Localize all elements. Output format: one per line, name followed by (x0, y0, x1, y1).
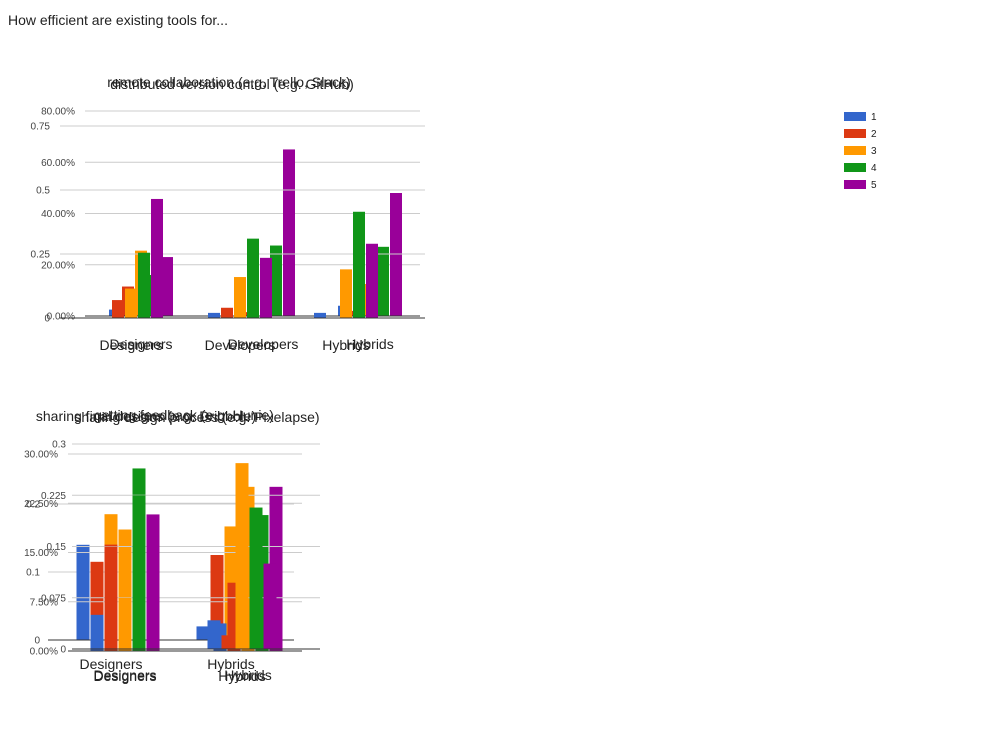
y-tick-label: 0.5 (36, 186, 50, 197)
y-tick-label: 0.00% (47, 312, 75, 323)
page-title: How efficient are existing tools for... (8, 12, 228, 28)
x-category-label: Designers (99, 337, 162, 353)
bar-designers-2 (104, 546, 118, 649)
bar-designers-3 (125, 288, 137, 318)
y-tick-label: 0.225 (41, 491, 66, 502)
legend-label-1: 1 (871, 112, 877, 123)
legend-label-2: 2 (871, 129, 877, 140)
y-tick-label: 0.75 (31, 122, 51, 133)
x-category-label: Hybrids (322, 337, 369, 353)
x-category-label: Designers (79, 656, 142, 672)
legend-swatch-4 (844, 163, 866, 172)
x-category-label: Designers (109, 336, 172, 352)
bar-hybrids-1 (207, 620, 221, 649)
x-category-label: Designers (93, 668, 156, 684)
y-tick-label: 15.00% (24, 548, 58, 559)
bar-designers-1 (76, 544, 90, 640)
chart-remote-collaboration: remote collaboration (e.g. Trello, Slack… (31, 74, 877, 353)
bar-designers-3 (118, 597, 132, 649)
bar-developers-1 (208, 312, 220, 318)
bar-hybrids-3 (235, 463, 249, 649)
bar-hybrids-1 (196, 626, 210, 640)
bar-designers-1 (90, 614, 104, 649)
y-tick-label: 0.1 (26, 568, 40, 579)
legend-swatch-1 (844, 112, 866, 121)
legend-label-5: 5 (871, 180, 877, 191)
y-tick-label: 0.00% (30, 647, 58, 658)
x-category-label: Hybrids (346, 336, 393, 352)
y-tick-label: 40.00% (41, 209, 75, 220)
bar-developers-4 (270, 245, 282, 316)
chart-title: getting feedback (e.g. Hunie) (94, 407, 274, 423)
y-tick-label: 0.25 (31, 250, 51, 261)
x-category-label: Hybrids (207, 656, 254, 672)
y-tick-label: 0 (60, 645, 66, 656)
legend-swatch-5 (844, 180, 866, 189)
y-tick-label: 0 (34, 636, 40, 647)
bar-hybrids-5 (263, 563, 277, 649)
x-category-label: Hybrids (224, 667, 271, 683)
bar-designers-5 (161, 257, 173, 316)
bar-designers-5 (146, 529, 160, 649)
y-tick-label: 30.00% (24, 450, 58, 461)
x-category-label: Designers (93, 667, 156, 683)
chart-title: remote collaboration (e.g. Trello, Slack… (107, 74, 351, 90)
bar-hybrids-2 (221, 635, 235, 649)
bar-hybrids-4 (353, 211, 365, 318)
bar-designers-4 (138, 252, 150, 318)
chart-sharing-final-designs: sharing final designs (e.g. Dribbble) 0.0… (24, 408, 302, 683)
chart-sharing-design-process: sharing design process (e.g. Pixelapse) 0… (41, 409, 320, 684)
legend-label-4: 4 (871, 163, 877, 174)
legend-swatch-3 (844, 146, 866, 155)
chart-title: sharing design process (e.g. Pixelapse) (74, 409, 319, 425)
y-tick-label: 0 (44, 314, 50, 325)
x-category-label: Developers (205, 337, 276, 353)
bar-hybrids-1 (314, 312, 326, 318)
bar-developers-2 (221, 307, 233, 318)
bar-designers-5 (151, 198, 163, 318)
bar-designers-4 (132, 495, 146, 649)
y-tick-label: 20.00% (41, 260, 75, 271)
y-tick-label: 22.50% (24, 499, 58, 510)
x-category-label: Hybrids (218, 668, 265, 684)
bar-hybrids-4 (249, 507, 263, 649)
y-tick-label: 0.075 (41, 593, 66, 604)
bar-developers-5 (260, 257, 272, 318)
chart-title: sharing final designs (e.g. Dribbble) (36, 408, 256, 424)
bar-developers-5 (283, 149, 295, 316)
bar-developers-3 (234, 277, 246, 318)
y-tick-label: 7.50% (30, 597, 58, 608)
legend-label-3: 3 (871, 146, 877, 157)
bar-developers-4 (247, 238, 259, 318)
y-tick-label: 60.00% (41, 158, 75, 169)
y-tick-label: 0.3 (52, 440, 66, 451)
bar-hybrids-4 (377, 246, 389, 316)
bar-designers-2 (112, 300, 124, 318)
y-tick-label: 0.15 (47, 542, 67, 553)
bar-hybrids-3 (340, 269, 352, 318)
y-tick-label: 0.2 (26, 500, 40, 511)
x-category-label: Developers (228, 336, 299, 352)
legend-swatch-2 (844, 129, 866, 138)
chart-title: distributed version control (e.g. GitHub… (110, 76, 354, 92)
bar-hybrids-5 (366, 243, 378, 318)
y-tick-label: 80.00% (41, 107, 75, 118)
